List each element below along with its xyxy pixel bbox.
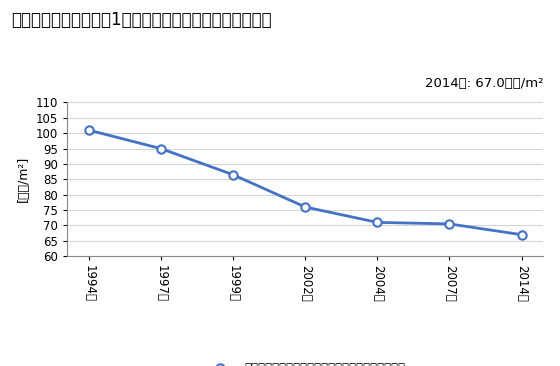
その他の小売業の店舗１平米当たり年間商品販売額	[86, 128, 92, 132]
その他の小売業の店舗１平米当たり年間商品販売額	[157, 146, 164, 151]
Y-axis label: [万円/m²]: [万円/m²]	[17, 156, 30, 202]
Legend: その他の小売業の店舗１平米当たり年間商品販売額: その他の小売業の店舗１平米当たり年間商品販売額	[200, 358, 410, 366]
その他の小売業の店舗１平米当たり年間商品販売額	[374, 220, 381, 225]
その他の小売業の店舗１平米当たり年間商品販売額	[446, 222, 453, 226]
Line: その他の小売業の店舗１平米当たり年間商品販売額: その他の小売業の店舗１平米当たり年間商品販売額	[85, 126, 526, 239]
その他の小売業の店舗１平米当たり年間商品販売額	[230, 172, 236, 177]
Text: 2014年: 67.0万円/m²: 2014年: 67.0万円/m²	[424, 77, 543, 90]
その他の小売業の店舗１平米当たり年間商品販売額	[518, 232, 525, 237]
Text: その他の小売業の店舗1平米当たり年間商品販売額の推移: その他の小売業の店舗1平米当たり年間商品販売額の推移	[11, 11, 272, 29]
その他の小売業の店舗１平米当たり年間商品販売額	[302, 205, 309, 209]
